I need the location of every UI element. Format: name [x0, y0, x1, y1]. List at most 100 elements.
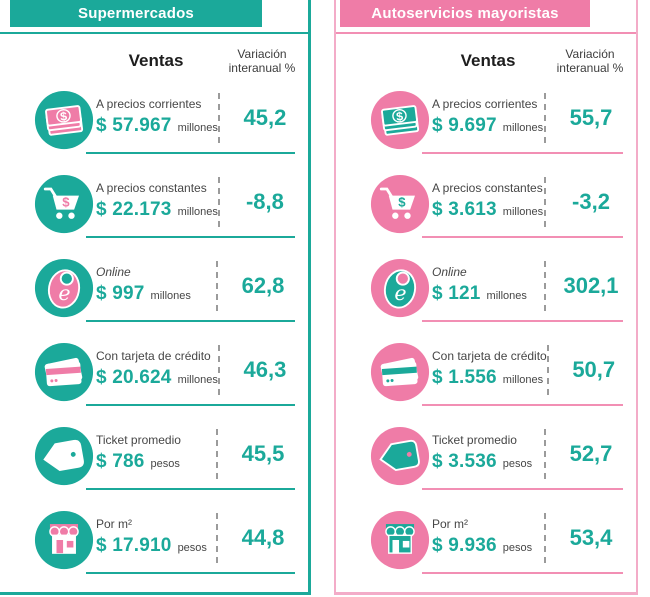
metric-unit: pesos [177, 542, 207, 554]
metric-unit: millones [502, 122, 544, 134]
metric-row-online: e Online $ 121 millones 302,1 [336, 256, 636, 340]
row-divider [422, 404, 623, 406]
variation-value: 55,7 [569, 105, 613, 130]
column-headers: Ventas Variación interanual % [336, 34, 636, 88]
metric-unit: pesos [502, 542, 533, 554]
metric-row-tarjeta-credito: Con tarjeta de crédito $ 1.556 millones … [336, 340, 636, 424]
metric-label: Con tarjeta de crédito [432, 349, 547, 363]
metric-label: A precios constantes [96, 181, 207, 195]
metric-row-tarjeta-credito: Con tarjeta de crédito $ 20.624 millones… [0, 340, 308, 424]
metric-label: Por m² [432, 517, 468, 531]
metric-unit: millones [177, 374, 218, 386]
metric-row-por-m2: Por m² $ 17.910 pesos 44,8 [0, 508, 308, 592]
metric-unit: millones [177, 122, 218, 134]
metric-row-ticket-promedio: Ticket promedio $ 786 pesos 45,5 [0, 424, 308, 508]
variation-value: 302,1 [563, 273, 619, 298]
metric-row-precios-corrientes: $ A precios corrientes $ 9.697 millones … [336, 88, 636, 172]
row-divider [86, 572, 295, 574]
metric-label: Ticket promedio [432, 433, 517, 447]
banknotes-icon: $ [370, 90, 430, 150]
credit-card-icon [370, 342, 430, 402]
metric-value: $ 9.936 [432, 535, 497, 556]
header-divider [0, 32, 308, 34]
metric-value: $ 20.624 [96, 367, 172, 388]
metric-row-por-m2: Por m² $ 9.936 pesos 53,4 [336, 508, 636, 592]
panel-autoservicios-mayoristas: Autoservicios mayoristas Ventas Variació… [334, 0, 638, 595]
metric-value: $ 997 [96, 283, 145, 304]
metric-label: Con tarjeta de crédito [96, 349, 211, 363]
metric-value: $ 1.556 [432, 367, 497, 388]
metric-unit: millones [486, 290, 527, 302]
variation-value: -8,8 [245, 189, 284, 214]
metric-row-ticket-promedio: Ticket promedio $ 3.536 pesos 52,7 [336, 424, 636, 508]
row-divider [422, 488, 623, 490]
metric-row-precios-constantes: $ A precios constantes $ 3.613 millones … [336, 172, 636, 256]
row-divider [86, 236, 295, 238]
ventas-heading: Ventas [128, 51, 184, 70]
panel-title: Supermercados [10, 0, 262, 27]
variation-value: -3,2 [572, 189, 610, 214]
metric-unit: millones [150, 290, 191, 302]
ventas-heading: Ventas [460, 51, 516, 70]
metric-value: $ 17.910 [96, 535, 172, 556]
metric-value: $ 3.536 [432, 451, 497, 472]
banknotes-icon: $ [34, 90, 94, 150]
metric-unit: pesos [150, 458, 180, 470]
ecommerce-icon: e [34, 258, 94, 318]
metric-unit: pesos [502, 458, 533, 470]
metric-label: A precios corrientes [96, 97, 202, 111]
variation-value: 62,8 [241, 273, 285, 298]
metric-label: Online [432, 265, 467, 279]
metric-value: $ 121 [432, 283, 481, 304]
svg-text:$: $ [62, 194, 70, 209]
variation-value: 53,4 [569, 525, 613, 550]
row-divider [86, 152, 295, 154]
metric-value: $ 3.613 [432, 199, 497, 220]
storefront-icon [370, 510, 430, 570]
metric-row-precios-corrientes: $ A precios corrientes $ 57.967 millones… [0, 88, 308, 172]
metric-unit: millones [502, 374, 544, 386]
metric-label: A precios constantes [432, 181, 543, 195]
svg-text:$: $ [398, 194, 406, 209]
metric-label: Ticket promedio [96, 433, 181, 447]
variation-value: 45,2 [243, 105, 287, 130]
row-divider [86, 404, 295, 406]
column-headers: Ventas Variación interanual % [0, 34, 308, 88]
metric-unit: millones [502, 206, 544, 218]
row-divider [86, 488, 295, 490]
metric-label: Por m² [96, 517, 132, 531]
header-divider [336, 32, 636, 34]
svg-text:e: e [394, 281, 406, 305]
metric-value: $ 9.697 [432, 115, 497, 136]
row-divider [86, 320, 295, 322]
row-divider [422, 236, 623, 238]
metric-unit: millones [177, 206, 218, 218]
metric-row-precios-constantes: $ A precios constantes $ 22.173 millones… [0, 172, 308, 256]
svg-text:$: $ [395, 109, 404, 124]
metric-label: A precios corrientes [432, 97, 538, 111]
metric-label: Online [96, 265, 131, 279]
ecommerce-icon: e [370, 258, 430, 318]
metric-value: $ 57.967 [96, 115, 172, 136]
panel-supermercados: Supermercados Ventas Variación interanua… [0, 0, 311, 595]
variation-value: 52,7 [569, 441, 613, 466]
variation-value: 50,7 [572, 357, 616, 382]
row-divider [422, 320, 623, 322]
svg-text:$: $ [59, 109, 68, 124]
variation-value: 44,8 [241, 525, 285, 550]
price-tag-icon [34, 426, 94, 486]
price-tag-icon [370, 426, 430, 486]
variation-heading: Variación interanual % [228, 46, 296, 75]
shopping-cart-icon: $ [370, 174, 430, 234]
row-divider [422, 152, 623, 154]
metric-row-online: e Online $ 997 millones 62,8 [0, 256, 308, 340]
metric-value: $ 22.173 [96, 199, 172, 220]
svg-text:e: e [58, 281, 70, 305]
variation-heading: Variación interanual % [556, 46, 624, 75]
variation-value: 45,5 [241, 441, 285, 466]
storefront-icon [34, 510, 94, 570]
metric-value: $ 786 [96, 451, 145, 472]
variation-value: 46,3 [243, 357, 287, 382]
row-divider [422, 572, 623, 574]
